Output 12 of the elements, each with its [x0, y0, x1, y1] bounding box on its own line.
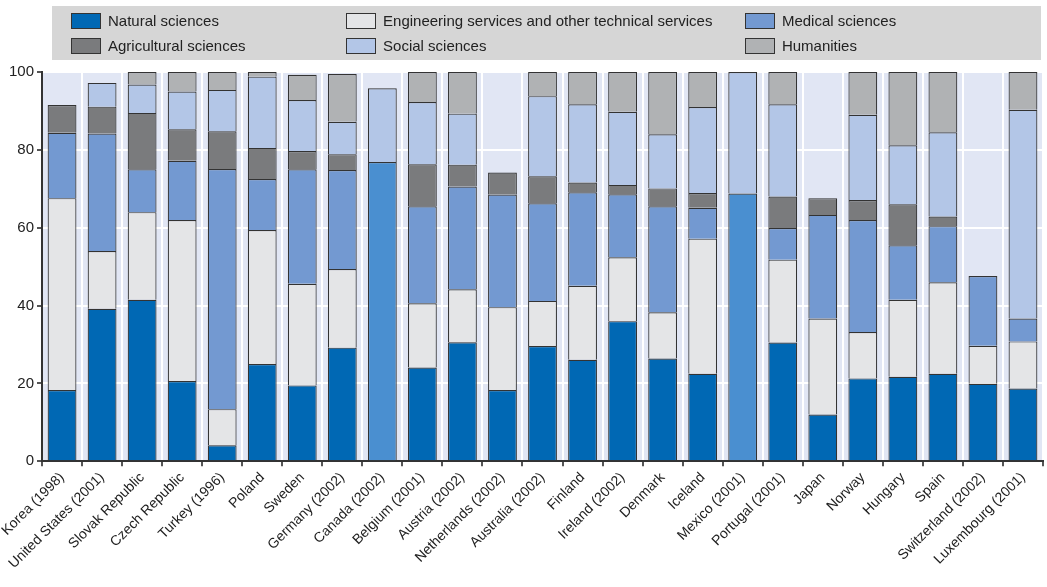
y-tick-label: 20 — [17, 373, 35, 391]
legend-label: Engineering services and other technical services — [383, 12, 713, 29]
y-tick-label: 60 — [17, 217, 35, 235]
y-tick-label: 80 — [17, 140, 35, 158]
legend-label: Agricultural sciences — [108, 37, 246, 54]
y-tick-label: 100 — [9, 62, 35, 80]
legend-label: Medical sciences — [781, 12, 897, 29]
legend-label: Humanities — [781, 37, 857, 54]
legend-label: Natural sciences — [108, 12, 219, 29]
legend-label: Social sciences — [383, 37, 487, 54]
y-tick-label: 40 — [17, 295, 35, 313]
y-tick-label: 0 — [25, 451, 35, 469]
